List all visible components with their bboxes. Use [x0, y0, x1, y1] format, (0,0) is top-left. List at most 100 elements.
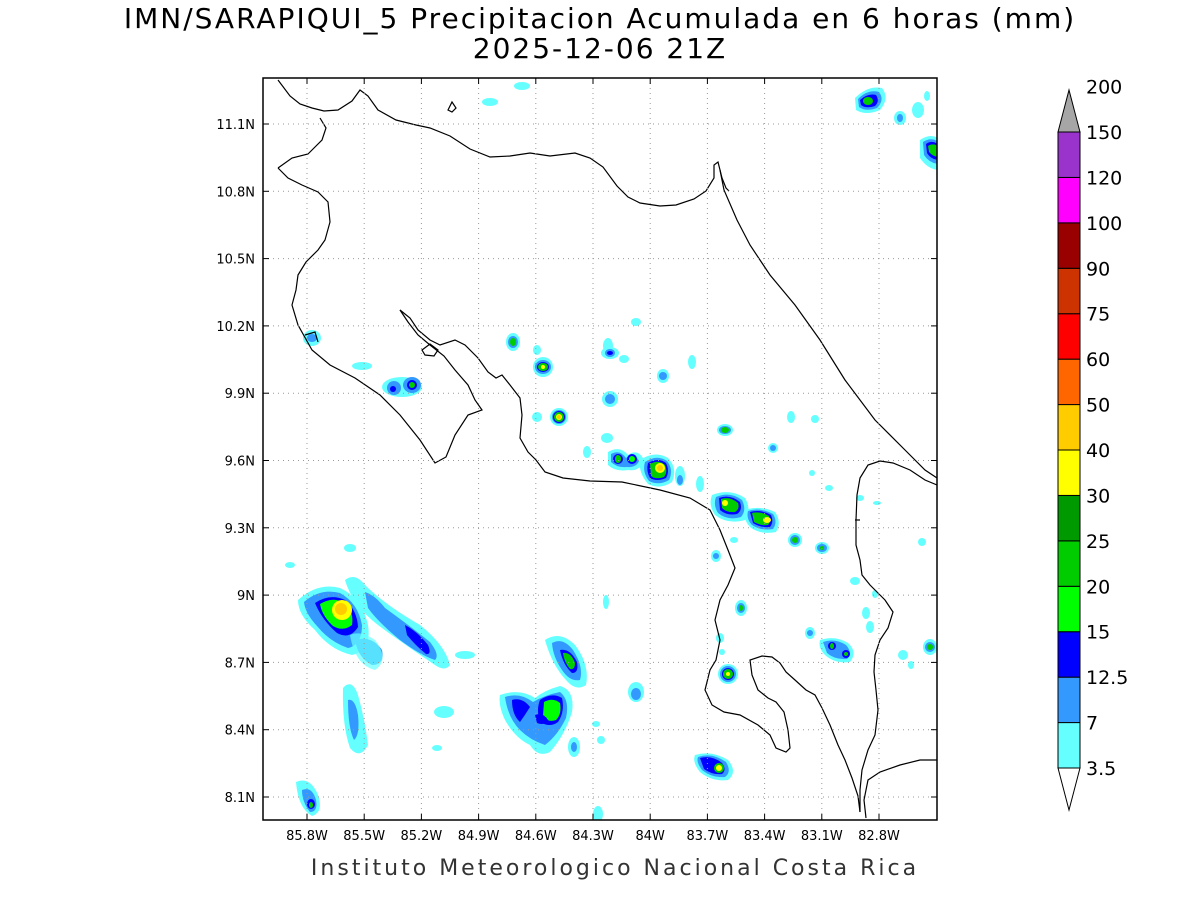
precip-cell	[342, 684, 368, 754]
precip-cell	[710, 492, 749, 522]
precip-cell	[597, 736, 605, 744]
colorbar: 3.5 7 12.5 15 20 25 30 40 50 60 75 90 100 120 150 200	[1057, 77, 1128, 812]
colorbar-swatch	[1057, 585, 1081, 633]
precip-cell	[872, 590, 878, 598]
colorbar-swatch	[1057, 313, 1081, 360]
precip-cell	[856, 495, 864, 501]
precip-cell	[608, 449, 644, 471]
precip-cell	[432, 745, 442, 751]
precip-cell	[718, 664, 738, 684]
precip-cell	[482, 98, 498, 106]
precip-cell	[602, 391, 618, 407]
lon-tick-label: 85.2W	[400, 829, 442, 844]
precip-cell	[344, 544, 356, 552]
precip-cell	[631, 318, 641, 326]
gridlines	[263, 78, 937, 820]
precip-cell	[298, 586, 369, 655]
precip-cell	[352, 362, 372, 370]
lon-tick-label: 85.8W	[286, 829, 328, 844]
colorbar-high-triangle	[1057, 88, 1081, 133]
colorbar-swatch	[1057, 449, 1081, 496]
precip-cell	[918, 538, 926, 546]
precip-cell	[382, 377, 422, 397]
precip-cell	[850, 577, 860, 585]
precip-cell	[583, 446, 591, 458]
precip-cell	[696, 476, 704, 492]
precip-cell	[603, 595, 609, 609]
coastlines	[277, 79, 937, 819]
lon-tick-label: 83.1W	[801, 829, 843, 844]
map-frame	[262, 77, 938, 821]
precip-cell	[619, 355, 629, 363]
lat-tick-label: 8.4N	[225, 724, 255, 739]
precip-cell	[593, 806, 603, 820]
colorbar-level-label: 12.5	[1086, 667, 1128, 689]
precip-cell	[787, 411, 795, 423]
colorbar-level-label: 50	[1086, 395, 1110, 417]
colorbar-level-label: 200	[1086, 77, 1122, 99]
precip-cell	[592, 721, 600, 727]
precip-cell	[788, 533, 802, 547]
lon-tick-label: 83.7W	[686, 829, 728, 844]
colorbar-swatch	[1057, 222, 1081, 269]
lon-tick-label: 84W	[635, 829, 665, 844]
precip-cell	[601, 433, 613, 443]
precip-cell	[455, 651, 475, 659]
lon-tick-label: 83.4W	[744, 829, 786, 844]
precip-cell	[713, 553, 719, 559]
precip-cell	[866, 621, 874, 633]
precip-cell	[285, 562, 295, 568]
precip-cell	[770, 445, 776, 451]
longitude-labels: 85.8W 85.5W 85.2W 84.9W 84.6W 84.3W 84W 83.7W 83…	[286, 829, 900, 844]
colorbar-level-label: 3.5	[1086, 758, 1116, 780]
precip-cell	[855, 87, 886, 113]
precip-cell	[862, 607, 870, 619]
lat-tick-label: 9N	[237, 589, 255, 604]
precip-cell	[550, 408, 568, 426]
colorbar-level-label: 75	[1086, 304, 1110, 326]
precip-cell	[532, 412, 542, 422]
colorbar-swatch	[1057, 631, 1081, 678]
latitude-labels: 8.1N 8.4N 8.7N 9N 9.3N 9.6N 9.9N 10.2N 10.5N 10.8…	[216, 118, 255, 806]
colorbar-swatch	[1057, 722, 1081, 769]
precip-cell	[307, 334, 317, 342]
precip-cell	[631, 688, 641, 700]
lat-tick-label: 10.8N	[216, 185, 255, 200]
precip-cell	[807, 630, 813, 636]
lat-tick-label: 8.1N	[225, 791, 255, 806]
colorbar-level-label: 7	[1086, 713, 1098, 735]
lat-tick-label: 10.5N	[216, 253, 255, 268]
precip-cell	[923, 639, 937, 655]
lon-tick-label: 84.3W	[572, 829, 614, 844]
precip-cell	[897, 114, 903, 122]
lat-tick-label: 8.7N	[225, 656, 255, 671]
colorbar-swatch	[1057, 267, 1081, 315]
colorbar-level-label: 150	[1086, 122, 1122, 144]
colorbar-level-label: 20	[1086, 576, 1110, 598]
colorbar-swatch	[1057, 494, 1081, 542]
precip-cell	[345, 576, 450, 670]
precip-cell	[825, 485, 833, 491]
lat-tick-label: 11.1N	[216, 118, 255, 133]
precip-cell	[730, 537, 738, 543]
colorbar-level-label: 25	[1086, 531, 1110, 553]
precip-cell	[296, 780, 320, 816]
colorbar-swatch	[1057, 676, 1081, 724]
precip-cell	[533, 357, 553, 377]
colorbar-level-label: 100	[1086, 213, 1122, 235]
precip-cell	[533, 345, 541, 355]
lon-tick-label: 84.6W	[515, 829, 557, 844]
colorbar-level-label: 40	[1086, 440, 1110, 462]
precip-cell	[545, 636, 587, 688]
colorbar-low-triangle	[1057, 767, 1081, 812]
colorbar-level-label: 120	[1086, 167, 1122, 189]
precip-cell	[717, 424, 733, 436]
precip-cell	[659, 372, 667, 380]
precip-cell	[601, 347, 619, 359]
precip-cell	[811, 415, 819, 423]
lon-tick-label: 85.5W	[343, 829, 385, 844]
precip-cell	[912, 102, 924, 118]
precip-cell	[514, 82, 530, 90]
precip-cell	[719, 649, 725, 655]
colorbar-swatch	[1057, 404, 1081, 451]
